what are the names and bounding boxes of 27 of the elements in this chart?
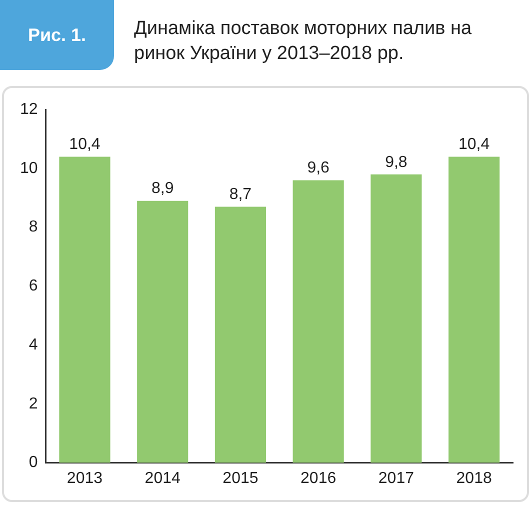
data-label: 10,4 xyxy=(458,136,490,154)
x-tick-label: 2013 xyxy=(66,470,103,487)
bar xyxy=(292,180,344,463)
y-tick-label: 2 xyxy=(28,395,38,412)
y-tick-label: 10 xyxy=(20,160,38,177)
data-label: 9,8 xyxy=(385,154,408,171)
x-tick-label: 2014 xyxy=(144,470,180,487)
bar xyxy=(370,174,422,463)
bar xyxy=(137,200,188,463)
data-label: 8,9 xyxy=(151,180,174,198)
bar xyxy=(214,206,266,463)
x-tick-label: 2016 xyxy=(300,470,336,487)
y-tick-label: 0 xyxy=(28,454,38,472)
x-tick-label: 2015 xyxy=(222,470,258,487)
data-label: 10,4 xyxy=(69,136,100,154)
bar xyxy=(448,156,500,463)
x-tick-label: 2017 xyxy=(378,470,414,487)
text: Рис. 1. xyxy=(0,0,114,70)
y-tick-label: 12 xyxy=(20,101,38,118)
y-tick-label: 6 xyxy=(28,278,38,295)
data-label: 8,7 xyxy=(229,186,252,204)
y-tick-label: 4 xyxy=(28,336,38,354)
bar xyxy=(59,156,110,463)
data-label: 9,6 xyxy=(307,160,330,177)
x-tick-label: 2018 xyxy=(456,470,492,487)
chart-title: Динаміка поставок моторних палив на ринок України у 2013–2018 рр. xyxy=(134,17,473,66)
y-tick-label: 8 xyxy=(28,218,38,236)
